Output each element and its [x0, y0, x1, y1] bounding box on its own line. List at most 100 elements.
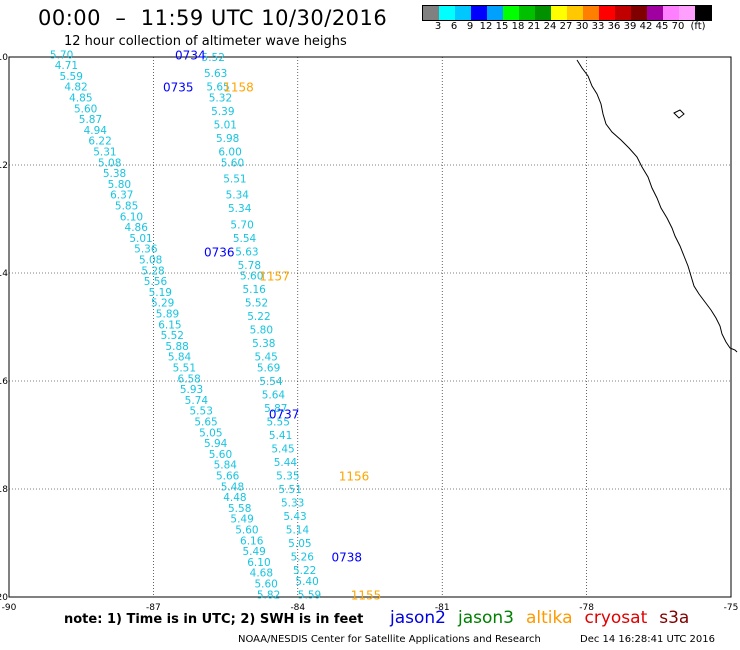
wave-height-value: 5.08 — [139, 255, 162, 267]
wave-height-value: 5.60 — [209, 449, 232, 461]
wave-height-value: 5.65 — [194, 417, 217, 429]
pass-time-label: 1155 — [351, 588, 382, 602]
wave-height-value: 5.32 — [209, 93, 232, 105]
legend-swatch — [455, 6, 471, 20]
wave-height-value: 5.84 — [214, 460, 238, 472]
legend-label: 18 — [511, 21, 525, 32]
wave-height-value: 5.31 — [93, 147, 116, 159]
wave-height-value: 5.16 — [242, 284, 266, 296]
wave-height-value: 5.54 — [233, 233, 257, 245]
legend-label: 33 — [591, 21, 605, 32]
subtitle: 12 hour collection of altimeter wave hei… — [64, 34, 347, 49]
legend-swatch — [695, 6, 711, 20]
wave-height-value: 5.08 — [98, 157, 121, 169]
satellite-legend: jason2 jason3 altika cryosat s3a — [390, 608, 701, 628]
wave-height-value: 6.10 — [247, 557, 270, 569]
y-tick-label: 10 — [0, 53, 8, 63]
legend-label: 45 — [655, 21, 669, 32]
x-tick-label: -81 — [435, 603, 450, 613]
legend-swatch — [487, 6, 503, 20]
y-tick-label: 14 — [0, 269, 8, 279]
wave-height-value: 4.86 — [125, 222, 149, 234]
wave-height-value: 5.41 — [269, 430, 292, 442]
wave-height-value: 4.68 — [250, 568, 273, 580]
wave-height-value: 5.82 — [257, 589, 280, 601]
pass-time-label: 1157 — [259, 270, 290, 284]
wave-height-value: 5.45 — [271, 444, 294, 456]
wave-height-value: 5.80 — [108, 179, 131, 191]
wave-height-value: 5.29 — [151, 298, 174, 310]
wave-height-value: 5.93 — [180, 384, 203, 396]
wave-height-value: 5.05 — [199, 427, 222, 439]
x-tick-label: -90 — [2, 603, 17, 613]
wave-height-value: 5.64 — [262, 390, 286, 402]
legend-label: (ft) — [690, 21, 706, 32]
wave-height-value: 5.78 — [238, 260, 261, 272]
wave-height-value: 5.59 — [60, 71, 83, 83]
wave-height-value: 5.53 — [190, 406, 213, 418]
pass-time-label: 0735 — [163, 81, 194, 95]
wave-height-value: 5.60 — [254, 579, 277, 591]
legend-label: 70 — [671, 21, 685, 32]
y-tick-label: 16 — [0, 377, 8, 387]
legend-label: 24 — [543, 21, 557, 32]
y-tick-label: 12 — [0, 161, 8, 171]
wave-height-value: 5.38 — [103, 168, 126, 180]
wave-height-value: 5.40 — [295, 576, 318, 588]
wave-height-value: 5.52 — [245, 298, 268, 310]
pass-time-label: 0737 — [269, 407, 300, 421]
wave-height-value: 5.45 — [254, 352, 277, 364]
wave-height-value: 5.59 — [298, 589, 321, 601]
legend-swatch — [503, 6, 519, 20]
wave-height-value: 5.01 — [129, 233, 152, 245]
legend-swatch — [439, 6, 455, 20]
units-note: note: 1) Time is in UTC; 2) SWH is in fe… — [64, 612, 364, 627]
pass-time-label: 0734 — [175, 48, 206, 62]
wave-height-value: 5.38 — [252, 338, 275, 350]
wave-height-value: 5.84 — [168, 352, 192, 364]
wave-height-value: 5.63 — [204, 68, 227, 80]
wave-height-value: 4.94 — [84, 125, 108, 137]
x-tick-label: -84 — [290, 603, 305, 613]
wave-height-value: 5.43 — [283, 511, 306, 523]
wave-height-value: 5.44 — [274, 457, 298, 469]
wave-height-value: 5.60 — [74, 103, 97, 115]
wave-height-value: 6.15 — [158, 319, 181, 331]
x-tick-label: -75 — [724, 603, 739, 613]
timestamp: Dec 14 16:28:41 UTC 2016 — [580, 634, 715, 645]
color-scale-legend — [422, 5, 712, 21]
wave-height-value: 6.58 — [177, 373, 200, 385]
wave-height-value: 5.56 — [144, 276, 168, 288]
wave-height-value: 6.16 — [240, 535, 264, 547]
legend-label: 39 — [623, 21, 637, 32]
wave-height-value: 5.28 — [141, 265, 164, 277]
wave-height-value: 4.48 — [223, 492, 246, 504]
x-tick-label: -87 — [146, 603, 161, 613]
satellite-label: altika — [526, 608, 573, 628]
wave-height-value: 5.69 — [257, 363, 280, 375]
legend-swatch — [471, 6, 487, 20]
wave-height-value: 5.49 — [242, 546, 265, 558]
legend-swatch — [423, 6, 439, 20]
legend-swatch — [647, 6, 663, 20]
wave-height-value: 5.55 — [267, 417, 290, 429]
wave-height-value: 5.54 — [259, 376, 283, 388]
wave-height-value: 5.52 — [161, 330, 184, 342]
map-frame — [8, 56, 732, 598]
legend-swatch — [599, 6, 615, 20]
wave-height-value: 5.87 — [264, 403, 287, 415]
satellite-label: jason2 — [390, 608, 446, 628]
wave-height-value: 4.85 — [69, 93, 92, 105]
wave-height-value: 5.60 — [235, 525, 258, 537]
legend-swatch — [663, 6, 679, 20]
legend-label: 9 — [466, 21, 474, 32]
wave-height-value: 5.87 — [79, 114, 102, 126]
legend-swatch — [535, 6, 551, 20]
legend-label: 12 — [479, 21, 493, 32]
pass-time-label: 0736 — [204, 245, 235, 259]
legend-label: 30 — [575, 21, 589, 32]
wave-height-value: 5.48 — [221, 481, 244, 493]
y-tick-label: 18 — [0, 485, 8, 495]
wave-height-value: 5.34 — [228, 203, 252, 215]
